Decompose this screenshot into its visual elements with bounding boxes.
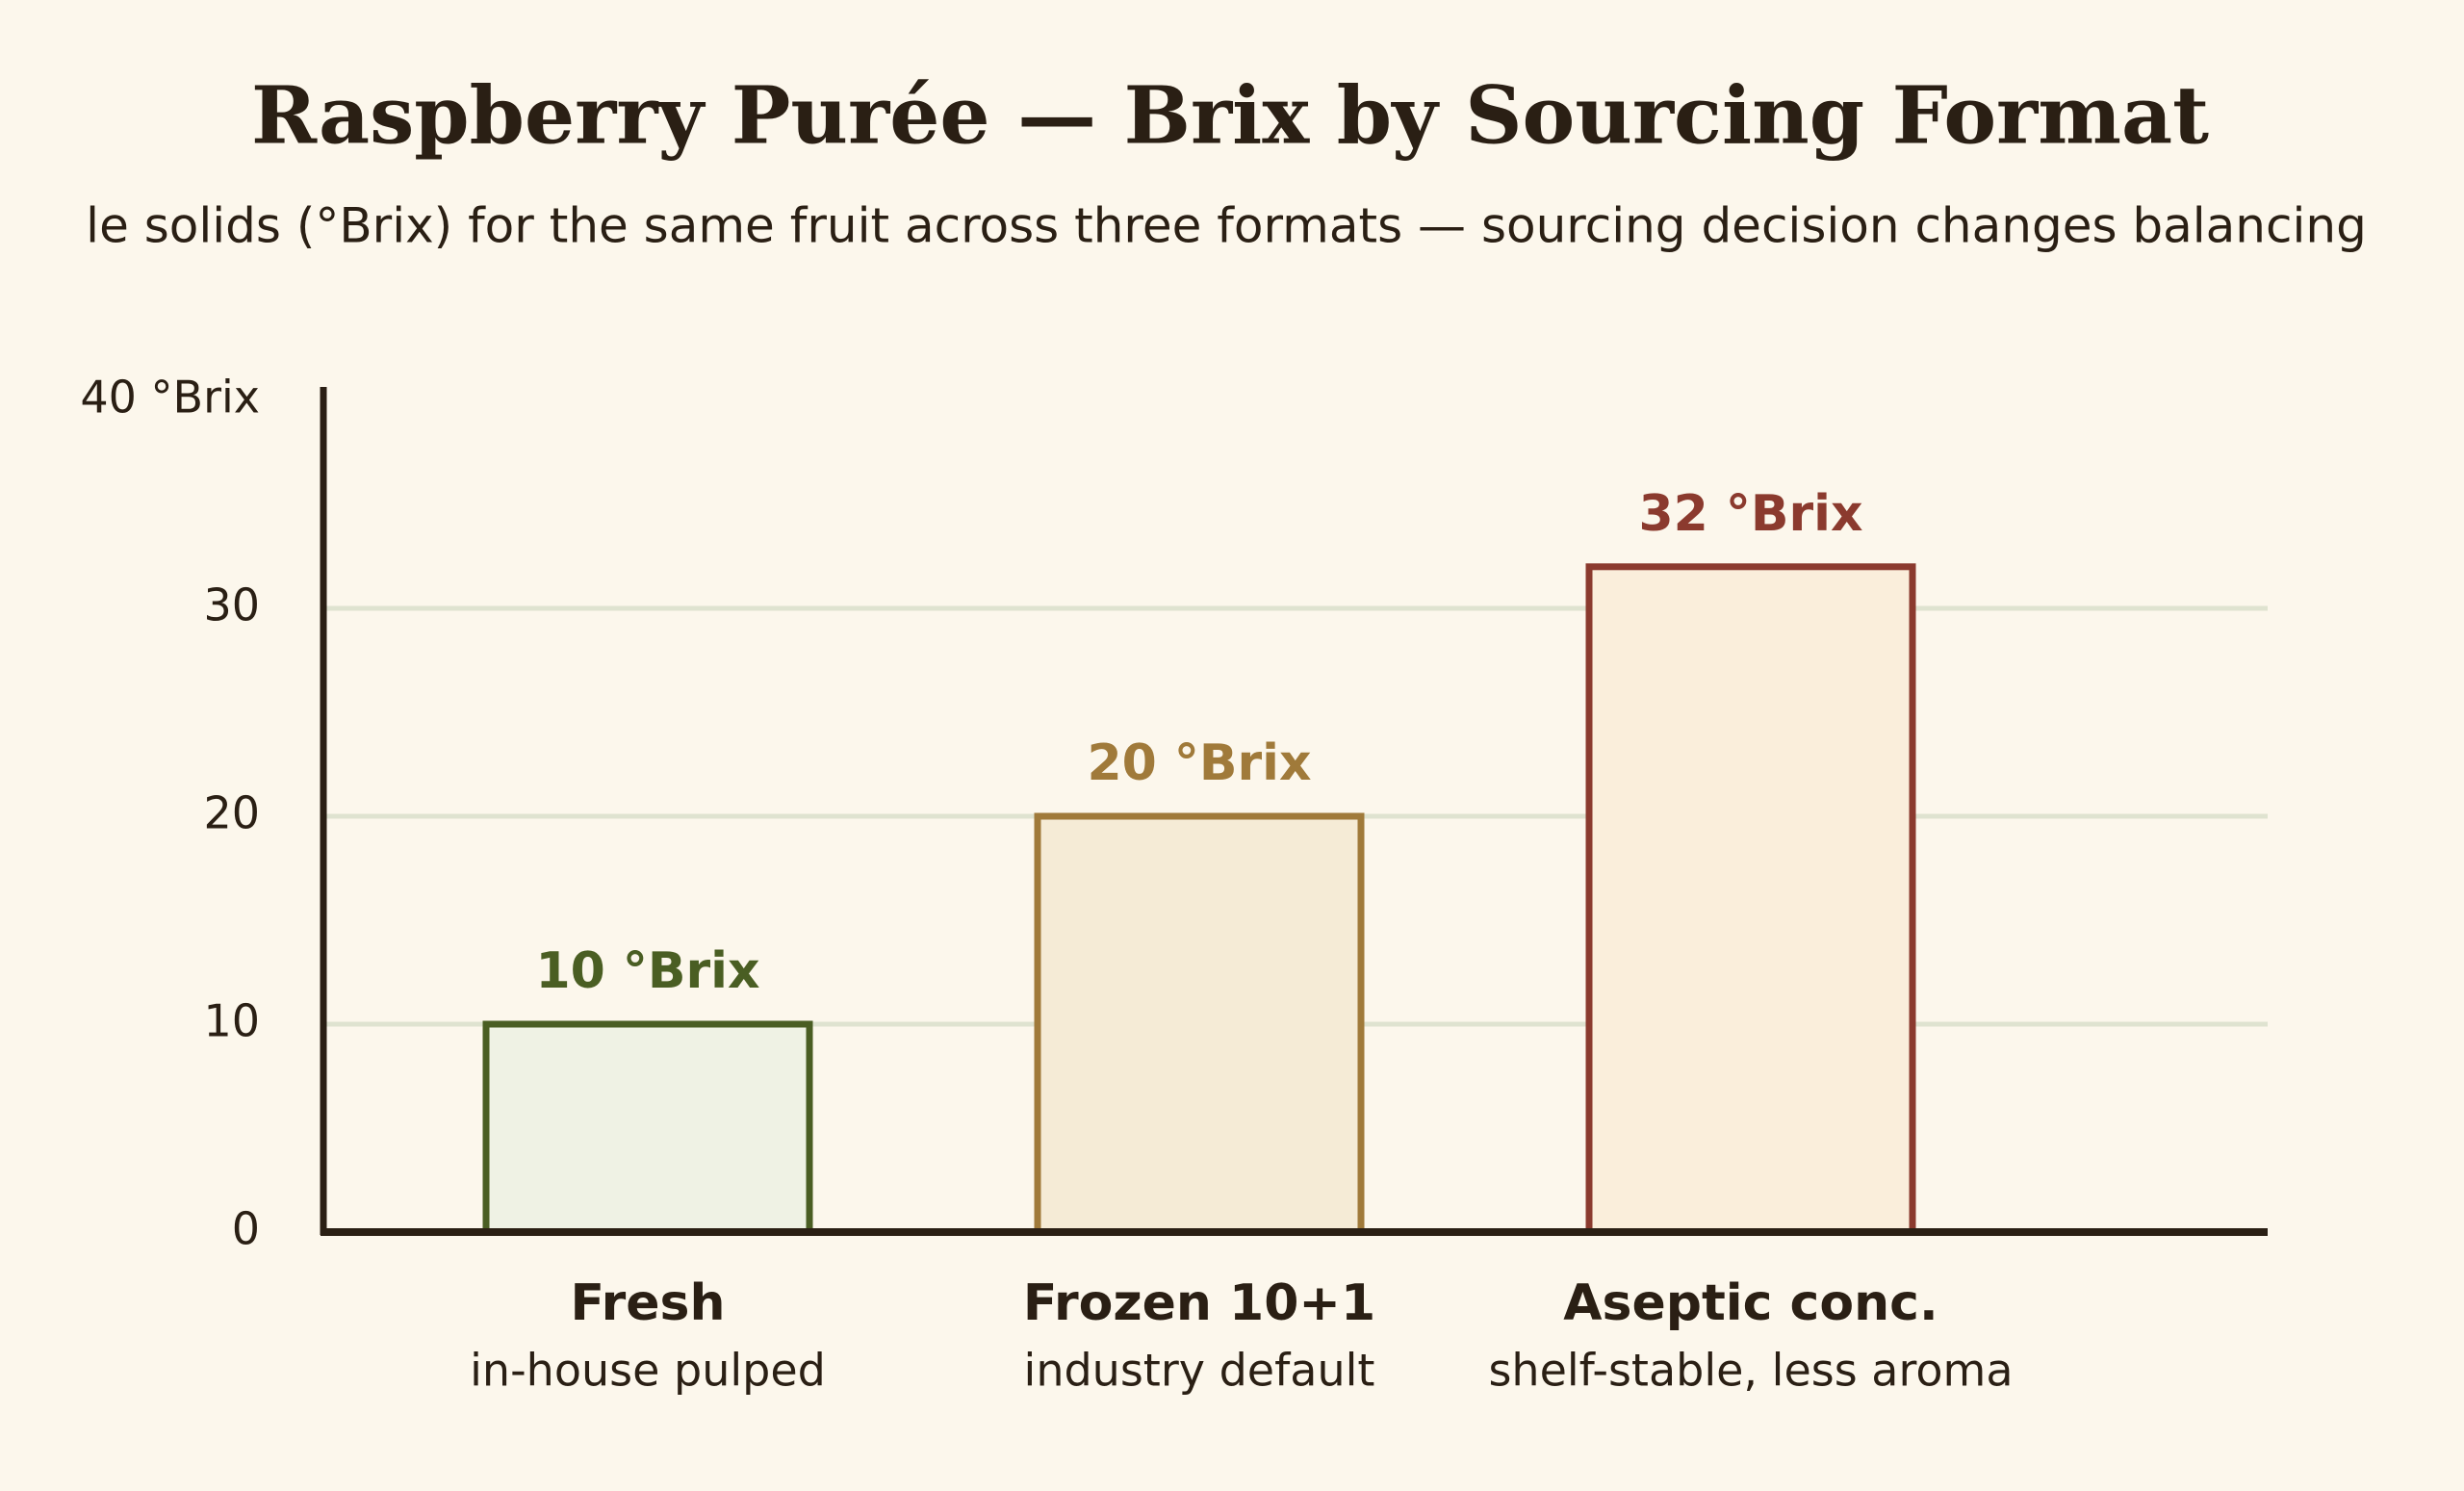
value-label: 20 °Brix xyxy=(1087,734,1311,792)
y-tick-label: 30 xyxy=(203,579,260,631)
bar xyxy=(482,1020,813,1236)
bar xyxy=(1034,812,1365,1236)
x-tick-label: Frozen 10+1 xyxy=(1023,1274,1375,1332)
category-note: in-house pulped xyxy=(470,1345,826,1397)
bar xyxy=(1585,563,1916,1236)
value-label: 10 °Brix xyxy=(535,942,759,1000)
y-tick-label: 10 xyxy=(203,995,260,1047)
category-note: industry default xyxy=(1024,1345,1375,1397)
y-tick-label: 40 °Brix xyxy=(80,372,260,424)
x-tick-label: Aseptic conc. xyxy=(1563,1274,1938,1332)
category-note: shelf-stable, less aroma xyxy=(1488,1345,2013,1397)
chart-subtitle: le solids (°Brix) for the same fruit acr… xyxy=(86,198,2367,254)
chart-title: Raspberry Purée — Brix by Sourcing Forma… xyxy=(251,69,2209,162)
value-label: 32 °Brix xyxy=(1638,485,1862,543)
x-tick-label: Fresh xyxy=(570,1274,725,1332)
y-tick-label: 0 xyxy=(232,1203,260,1255)
y-tick-label: 20 xyxy=(203,787,260,839)
